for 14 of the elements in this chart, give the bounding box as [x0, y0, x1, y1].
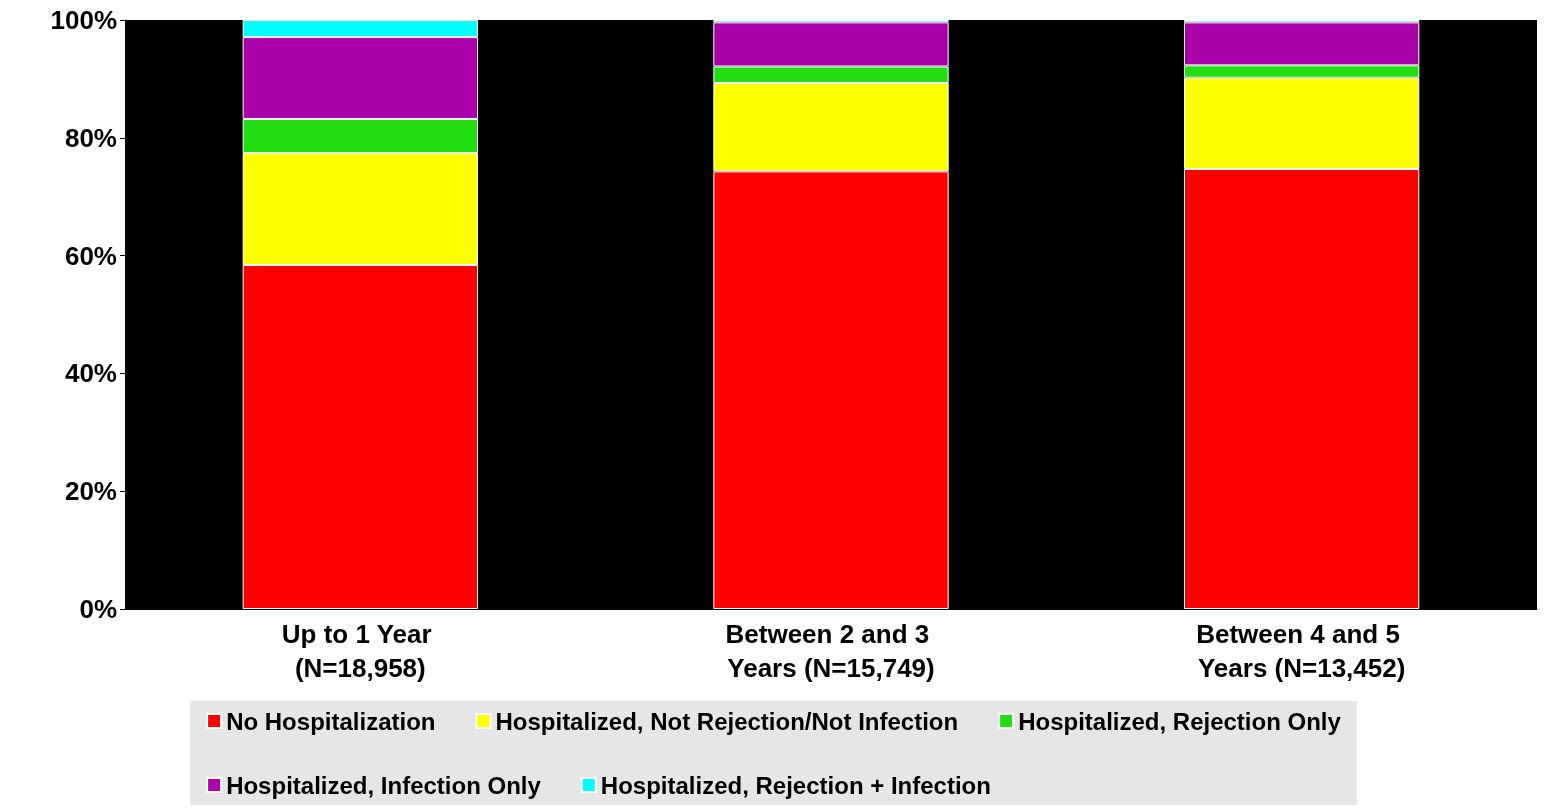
- legend-label: Hospitalized, Not Rejection/Not Infection: [495, 707, 959, 735]
- y-tick-label: 40%: [64, 358, 117, 389]
- legend-label: No Hospitalization: [226, 707, 436, 735]
- y-tick-label: 80%: [64, 122, 117, 153]
- x-tick-label: Up to 1 Year (N=18,958): [281, 619, 439, 683]
- legend-label: Hospitalized, Infection Only: [226, 771, 542, 799]
- y-tick-label: 0%: [79, 594, 117, 624]
- y-tick-label: 100%: [50, 5, 117, 35]
- x-tick-label: Between 2 and 3 Years (N=15,749): [725, 619, 937, 683]
- legend-label: Hospitalized, Rejection Only: [1018, 707, 1342, 735]
- y-tick-label: 20%: [64, 476, 117, 507]
- legend-label: Hospitalized, Rejection + Infection: [600, 771, 991, 799]
- x-tick-label: Between 4 and 5 Years (N=13,452): [1196, 619, 1408, 683]
- y-tick-label: 60%: [64, 240, 117, 271]
